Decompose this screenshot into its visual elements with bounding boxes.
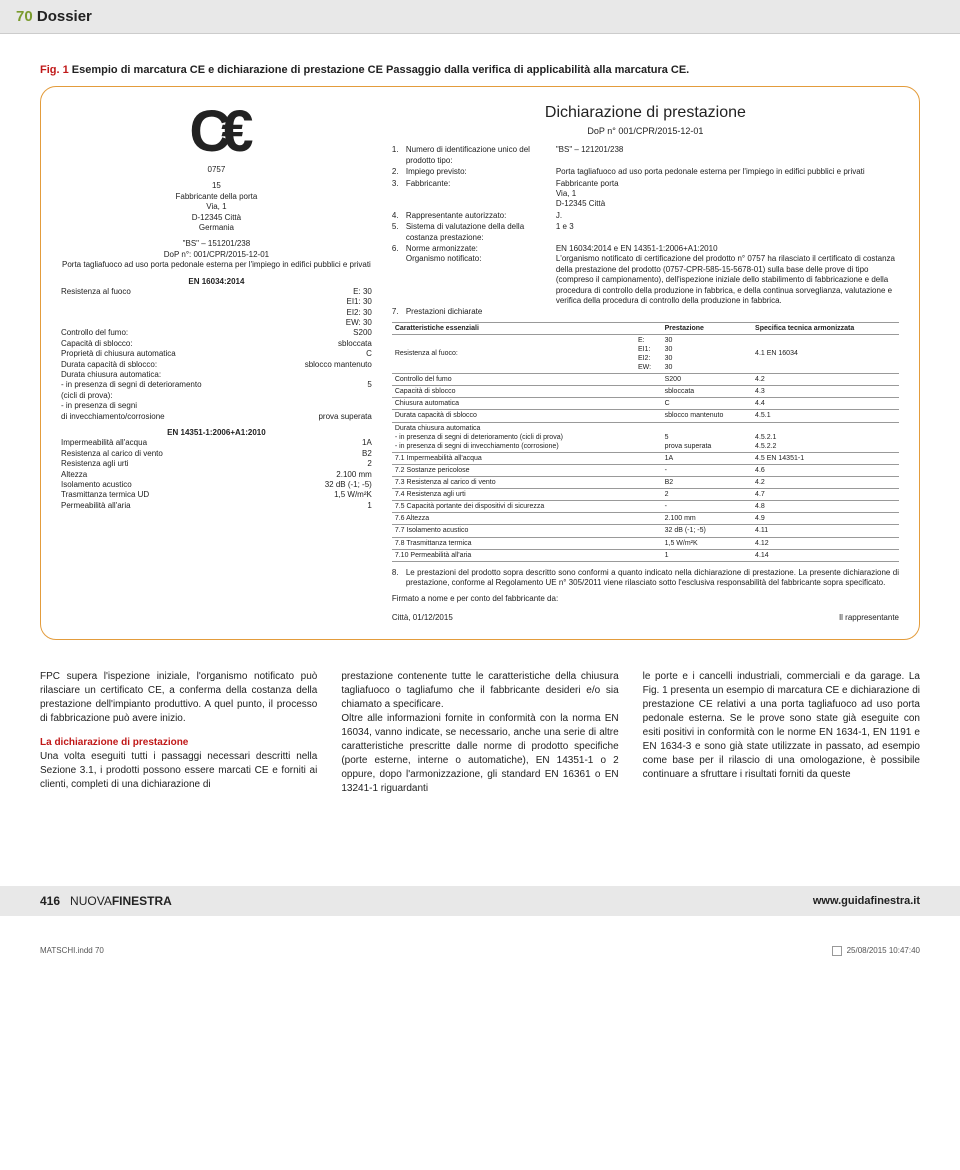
ce-code: 0757	[61, 165, 372, 175]
spec-row: di invecchiamento/corrosioneprova supera…	[61, 412, 372, 422]
dop-no: DoP n°: 001/CPR/2015-12-01	[61, 250, 372, 260]
header-title: Dossier	[37, 8, 92, 25]
slug-stamp: 25/08/2015 10:47:40	[832, 946, 920, 956]
spec-list-1: Resistenza al fuocoE: 30EI1: 30EI2: 30EW…	[61, 287, 372, 422]
footer-left: 416 NUOVAFINESTRA	[40, 894, 172, 908]
characteristics-table: Caratteristiche essenziali PrestazioneSpe…	[392, 322, 899, 562]
dop-note-8: 8. Le prestazioni del prodotto sopra des…	[392, 568, 899, 589]
page-header: 70 Dossier	[0, 0, 960, 34]
spec-row: EI2: 30	[61, 308, 372, 318]
table-row: 7.6 Altezza2.100 mm4.9	[392, 513, 899, 525]
signature-row: Città, 01/12/2015 Il rappresentante	[392, 613, 899, 623]
spec-row: Resistenza al fuocoE: 30	[61, 287, 372, 297]
table-row: 7.3 Resistenza al carico di ventoB24.2	[392, 477, 899, 489]
spec-row: Impermeabilità all'acqua1A	[61, 438, 372, 448]
spec-row: Capacità di sblocco:sbloccata	[61, 339, 372, 349]
spec-row: EI1: 30	[61, 297, 372, 307]
table-row: 7.2 Sostanze pericolose-4.6	[392, 464, 899, 476]
spec-row: Altezza2.100 mm	[61, 470, 372, 480]
table-header: Caratteristiche essenziali	[392, 322, 635, 334]
table-row: 7.8 Trasmittanza termica1,5 W/m²K4.12	[392, 537, 899, 549]
dop-item: 1.Numero di identificazione unico del pr…	[392, 145, 899, 166]
mfr-addr2: D-12345 Città	[61, 213, 372, 223]
magazine-name: NUOVAFINESTRA	[70, 894, 172, 908]
page-footer: 416 NUOVAFINESTRA www.guidafinestra.it	[0, 886, 960, 916]
note8-text: Le prestazioni del prodotto sopra descri…	[406, 568, 899, 589]
dop-title: Dichiarazione di prestazione	[392, 103, 899, 124]
dop-item: 3.Fabbricante:Fabbricante porta Via, 1 D…	[392, 179, 899, 210]
table-row: Controllo del fumoS2004.2	[392, 374, 899, 386]
spec-row: Controllo del fumo:S200	[61, 328, 372, 338]
spec-row: Isolamento acustico32 dB (-1; -5)	[61, 480, 372, 490]
spec-list-2: Impermeabilità all'acqua1AResistenza al …	[61, 438, 372, 511]
spec-row: Trasmittanza termica UD1,5 W/m²K	[61, 490, 372, 500]
figure-caption: Fig. 1 Esempio di marcatura CE e dichiar…	[40, 64, 920, 76]
table-header: Specifica tecnica armonizzata	[752, 322, 899, 334]
ce-mark-panel: C€ 0757 15 Fabbricante della porta Via, …	[61, 103, 372, 623]
std2: EN 14351-1:2006+A1:2010	[167, 428, 266, 437]
table-row: Capacità di sbloccosbloccata4.3	[392, 386, 899, 398]
fig-number: Fig. 1	[40, 64, 69, 76]
slug-file: MATSCHI.indd 70	[40, 946, 104, 956]
table-header: Prestazione	[662, 322, 752, 334]
table-row: 7.10 Permeabilità all'aria14.14	[392, 549, 899, 561]
city-date: Città, 01/12/2015	[392, 613, 453, 623]
mfr-name: Fabbricante della porta	[61, 192, 372, 202]
spec-row: Proprietà di chiusura automaticaC	[61, 349, 372, 359]
article-p2: prestazione contenente tutte le caratter…	[341, 671, 618, 794]
spec-row: (cicli di prova):	[61, 391, 372, 401]
dop-sub: DoP n° 001/CPR/2015-12-01	[392, 126, 899, 138]
spec-row: Resistenza agli urti2	[61, 459, 372, 469]
mfr-year: 15	[61, 181, 372, 191]
mfr-addr1: Via, 1	[61, 202, 372, 212]
prod-desc: Porta tagliafuoco ad uso porta pedonale …	[61, 260, 372, 270]
std1: EN 16034:2014	[188, 277, 244, 286]
note8-num: 8.	[392, 568, 406, 589]
dop-item-list: 1.Numero di identificazione unico del pr…	[392, 145, 899, 317]
dop-item: 6.Norme armonizzate: Organismo notificat…	[392, 244, 899, 306]
spec-row: Durata capacità di sblocco:sblocco mante…	[61, 360, 372, 370]
article-p3: le porte e i cancelli industriali, comme…	[643, 671, 920, 780]
table-row: 7.7 Isolamento acustico32 dB (-1; -5)4.1…	[392, 525, 899, 537]
dop-item: 2.Impiego previsto:Porta tagliafuoco ad …	[392, 167, 899, 177]
footer-url: www.guidafinestra.it	[813, 895, 920, 907]
article-body: FPC supera l'ispezione iniziale, l'organ…	[40, 670, 920, 796]
table-header	[635, 322, 662, 334]
crop-mark-icon	[832, 946, 842, 956]
representative: Il rappresentante	[839, 613, 899, 623]
fig-text: Esempio di marcatura CE e dichiarazione …	[72, 64, 689, 76]
spec-row: Permeabilità all'aria1	[61, 501, 372, 511]
table-row: Durata chiusura automatica - in presenza…	[392, 422, 899, 452]
prod-code: "BS" – 151201/238	[61, 239, 372, 249]
dop-panel: Dichiarazione di prestazione DoP n° 001/…	[392, 103, 899, 623]
article-subheading: La dichiarazione di prestazione	[40, 736, 317, 750]
dop-item: 4.Rappresentante autorizzato:J.	[392, 211, 899, 221]
table-row: Chiusura automaticaC4.4	[392, 398, 899, 410]
header-number: 70	[16, 8, 33, 25]
article-col-2: prestazione contenente tutte le caratter…	[341, 670, 618, 796]
article-p1: FPC supera l'ispezione iniziale, l'organ…	[40, 671, 317, 724]
spec-row: EW: 30	[61, 318, 372, 328]
page-number: 416	[40, 894, 60, 908]
article-col-3: le porte e i cancelli industriali, comme…	[643, 670, 920, 796]
mfr-country: Germania	[61, 223, 372, 233]
dop-item: 7.Prestazioni dichiarate	[392, 307, 899, 317]
table-row: 7.1 Impermeabilità all'acqua1A4.5 EN 143…	[392, 452, 899, 464]
figure-box: C€ 0757 15 Fabbricante della porta Via, …	[40, 86, 920, 640]
article-p1b: Una volta eseguiti tutti i passaggi nece…	[40, 751, 317, 790]
table-row: 7.4 Resistenza agli urti24.7	[392, 489, 899, 501]
ce-logo: C€	[61, 103, 372, 161]
table-row: Durata capacità di sbloccosblocco manten…	[392, 410, 899, 422]
dop-item: 5.Sistema di valutazione della della cos…	[392, 222, 899, 243]
slug-line: MATSCHI.indd 70 25/08/2015 10:47:40	[0, 916, 960, 966]
spec-row: - in presenza di segni	[61, 401, 372, 411]
article-col-1: FPC supera l'ispezione iniziale, l'organ…	[40, 670, 317, 796]
spec-row: Resistenza al carico di ventoB2	[61, 449, 372, 459]
table-row: 7.5 Capacità portante dei dispositivi di…	[392, 501, 899, 513]
spec-row: - in presenza di segni di deterioramento…	[61, 380, 372, 390]
signature-line: Firmato a nome e per conto del fabbrican…	[392, 594, 899, 604]
table-row: Resistenza al fuoco:E: EI1: EI2: EW:30 3…	[392, 334, 899, 373]
content-wrap: Fig. 1 Esempio di marcatura CE e dichiar…	[0, 34, 960, 826]
spec-row: Durata chiusura automatica:	[61, 370, 372, 380]
